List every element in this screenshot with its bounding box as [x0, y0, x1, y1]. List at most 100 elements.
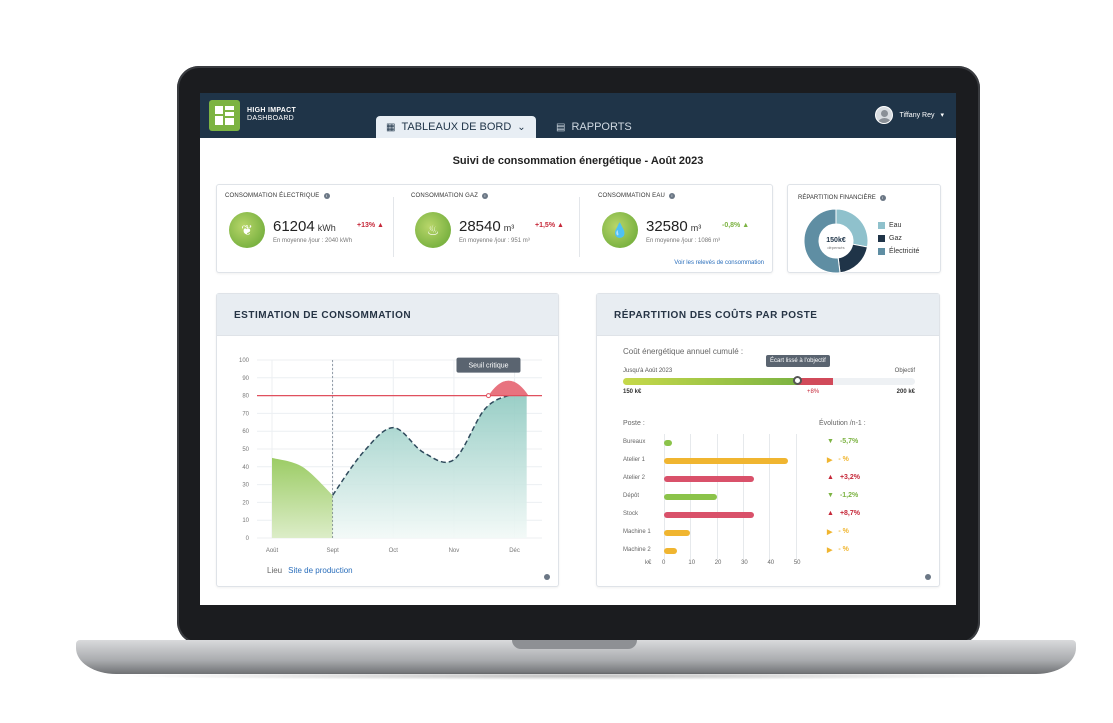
bar-category-label: Atelier 1	[623, 457, 646, 463]
divider	[579, 197, 580, 257]
progress-marker[interactable]	[793, 376, 803, 385]
flame-icon: ♨	[415, 212, 451, 248]
progress-start-label: Jusqu'à Août 2023	[623, 368, 673, 374]
laptop-notch	[512, 640, 637, 649]
evolution-value: ▶ - %	[827, 528, 849, 536]
kpi-unit: kWh	[317, 223, 336, 233]
evolution-value: ▼ -1,2%	[827, 492, 858, 499]
over-threshold-area	[488, 380, 529, 396]
arrow-right-icon: ▶	[827, 529, 833, 536]
info-icon[interactable]: i	[323, 193, 330, 199]
finance-donut-chart: 150k€dépensés	[803, 208, 869, 274]
donut-slice	[803, 208, 841, 274]
avatar	[875, 106, 894, 124]
info-icon[interactable]	[544, 574, 550, 580]
progress-gap-value: +8%	[807, 389, 820, 395]
progress-over	[798, 378, 834, 385]
x-tick-label: Nov	[449, 548, 460, 554]
cost-bar[interactable]	[664, 548, 678, 554]
cost-bar[interactable]	[664, 512, 754, 518]
kpi-value: 28540	[459, 218, 501, 235]
legend-item: Gaz	[878, 232, 919, 245]
cost-bar[interactable]	[664, 476, 754, 482]
panel-title: ESTIMATION DE CONSOMMATION	[217, 294, 558, 336]
arrow-right-icon: ▶	[827, 547, 833, 554]
cost-bar[interactable]	[664, 530, 691, 536]
y-tick-label: 100	[239, 358, 250, 364]
x-tick-label: Août	[266, 548, 279, 554]
x-tick-label: Sept	[326, 548, 339, 554]
kpi-gas: CONSOMMATION GAZ i ♨ 28540 m³ +1,5% ▲ En m…	[411, 193, 591, 248]
leaf-icon: ❦	[229, 212, 265, 248]
evolution-value: ▶ - %	[827, 456, 849, 464]
progress-goal-label: Objectif	[894, 368, 915, 374]
evolution-text: - %	[838, 456, 849, 463]
kpi-unit: m³	[503, 223, 515, 233]
donut-center-label: dépensés	[827, 245, 844, 250]
progress-current-value: 150 k€	[623, 389, 642, 395]
logo-text: HIGH IMPACT DASHBOARD	[247, 107, 297, 122]
y-tick-label: 70	[242, 411, 249, 417]
arrow-up-icon: ▲	[827, 510, 834, 517]
gridline	[769, 434, 771, 559]
document-icon: ▤	[556, 121, 566, 133]
kpi-electricity: CONSOMMATION ÉLECTRIQUE i ❦ 61204 kWh +13%…	[225, 193, 405, 248]
arrow-up-icon: ▲	[827, 474, 834, 481]
kpi-average: En moyenne /jour : 951 m³	[459, 238, 530, 244]
drop-icon: 💧	[602, 212, 638, 248]
location-filter: Lieu Site de production	[267, 566, 353, 575]
logo-icon[interactable]	[209, 100, 240, 131]
kpi-title: CONSOMMATION EAU	[598, 193, 666, 199]
evolution-value: ▼ -5,7%	[827, 438, 858, 445]
evolution-text: -1,2%	[839, 492, 859, 499]
threshold-label: Seuil critique	[468, 363, 508, 370]
caret-down-icon: ▾	[940, 112, 944, 119]
y-tick-label: 60	[242, 429, 249, 435]
bar-category-label: Atelier 2	[623, 475, 646, 481]
user-menu[interactable]: Tiffany Rey ▾	[875, 106, 944, 124]
kpi-unit: m³	[690, 223, 702, 233]
gridline	[743, 434, 745, 559]
y-tick-label: 10	[242, 518, 249, 524]
evolution-text: - %	[838, 546, 849, 553]
kpi-value: 32580	[646, 218, 688, 235]
user-name: Tiffany Rey	[899, 111, 935, 119]
consumption-readings-link[interactable]: Voir les relevés de consommation	[674, 260, 764, 266]
app-header: HIGH IMPACT DASHBOARD ▦ TABLEAUX DE BORD…	[200, 93, 956, 138]
evolution-value: ▲ +3,2%	[827, 474, 860, 481]
poste-header: Poste :	[623, 420, 645, 427]
finance-title: RÉPARTITION FINANCIÈRE	[798, 195, 876, 201]
tab-rapports[interactable]: ▤ RAPPORTS	[556, 121, 632, 133]
evolution-text: +8,7%	[839, 510, 860, 517]
site-link[interactable]: Site de production	[288, 566, 353, 575]
evolution-value: ▲ +8,7%	[827, 510, 860, 517]
x-axis-unit: k€	[645, 560, 652, 566]
gridline	[716, 434, 718, 559]
tab-tableaux-de-bord[interactable]: ▦ TABLEAUX DE BORD ⌄	[376, 116, 536, 138]
cost-bar[interactable]	[664, 440, 672, 446]
info-icon[interactable]: i	[879, 195, 886, 201]
laptop-shadow	[110, 672, 1040, 680]
y-tick-label: 0	[246, 536, 250, 542]
arrow-down-icon: ▼	[827, 438, 834, 445]
kpi-delta: +1,5% ▲	[535, 222, 564, 229]
x-tick-label: Oct	[389, 548, 399, 554]
cost-bar[interactable]	[664, 458, 788, 464]
kpi-delta: -0,8% ▲	[722, 222, 750, 229]
threshold-marker	[485, 393, 491, 399]
bar-category-label: Bureaux	[623, 439, 646, 445]
progress-goal-value: 200 k€	[896, 389, 915, 395]
info-icon[interactable]: i	[482, 193, 489, 199]
chevron-down-icon[interactable]: ⌄	[517, 121, 526, 133]
evolution-text: - %	[838, 528, 849, 535]
x-tick-label: 30	[741, 560, 748, 566]
kpi-average: En moyenne /jour : 2040 kWh	[273, 238, 353, 244]
info-icon[interactable]: i	[669, 193, 676, 199]
info-icon[interactable]	[925, 574, 931, 580]
cost-bar[interactable]	[664, 494, 717, 500]
cumulative-cost-label: Coût énergétique annuel cumulé :	[623, 347, 744, 356]
divider	[393, 197, 394, 257]
kpi-card: CONSOMMATION ÉLECTRIQUE i ❦ 61204 kWh +13%…	[216, 184, 773, 273]
y-tick-label: 80	[242, 394, 249, 400]
